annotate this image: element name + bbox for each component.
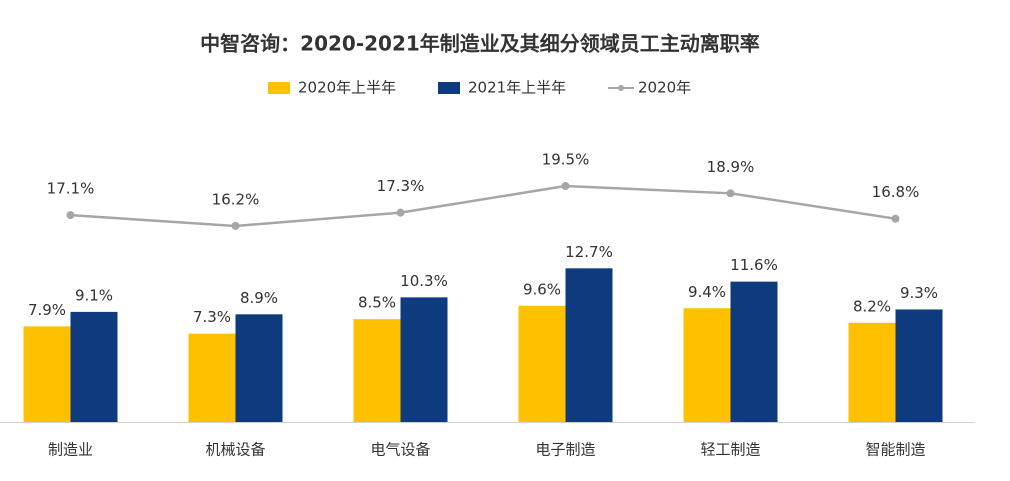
bar: [188, 333, 236, 422]
data-label: 8.9%: [240, 289, 278, 307]
bar: [353, 319, 401, 422]
data-label: 12.7%: [565, 243, 613, 261]
data-label: 17.1%: [47, 180, 95, 198]
x-tick-label: 电气设备: [370, 441, 430, 459]
bar: [730, 281, 778, 422]
line-marker: [66, 211, 75, 220]
bar: [235, 314, 283, 422]
data-label: 8.2%: [853, 297, 891, 315]
line-marker: [396, 208, 405, 217]
data-label: 17.3%: [377, 177, 425, 195]
line-marker: [726, 189, 735, 198]
data-label: 7.9%: [28, 301, 66, 319]
data-label: 9.3%: [900, 284, 938, 302]
line-marker: [891, 214, 900, 223]
data-label: 7.3%: [193, 308, 231, 326]
legend-label: 2020年上半年: [298, 79, 396, 97]
bar: [23, 326, 71, 422]
bar: [565, 268, 613, 422]
line-marker: [561, 182, 570, 191]
data-label: 9.1%: [75, 286, 113, 304]
data-label: 19.5%: [542, 151, 590, 169]
data-label: 9.4%: [688, 283, 726, 301]
bar: [683, 308, 731, 422]
data-label: 8.5%: [358, 294, 396, 312]
legend-marker: [618, 85, 624, 91]
data-label: 16.2%: [212, 190, 260, 208]
bar: [895, 309, 943, 422]
legend-swatch: [438, 82, 460, 94]
bar: [848, 322, 896, 422]
legend-label: 2021年上半年: [468, 79, 566, 97]
x-tick-label: 制造业: [48, 441, 93, 459]
data-label: 16.8%: [872, 183, 920, 201]
bar: [400, 297, 448, 422]
data-label: 9.6%: [523, 280, 561, 298]
data-label: 10.3%: [400, 272, 448, 290]
x-tick-label: 轻工制造: [700, 441, 760, 459]
bar: [70, 311, 118, 422]
chart-title: 中智咨询：2020-2021年制造业及其细分领域员工主动离职率: [200, 32, 760, 56]
data-label: 18.9%: [707, 158, 755, 176]
legend-label: 2020年: [638, 79, 691, 97]
x-tick-label: 机械设备: [205, 441, 265, 459]
x-tick-label: 电子制造: [535, 441, 595, 459]
line-marker: [231, 221, 240, 230]
data-label: 11.6%: [730, 256, 778, 274]
x-tick-label: 智能制造: [865, 441, 925, 459]
legend-swatch: [268, 82, 290, 94]
line: [70, 184, 896, 228]
bar: [518, 305, 566, 422]
